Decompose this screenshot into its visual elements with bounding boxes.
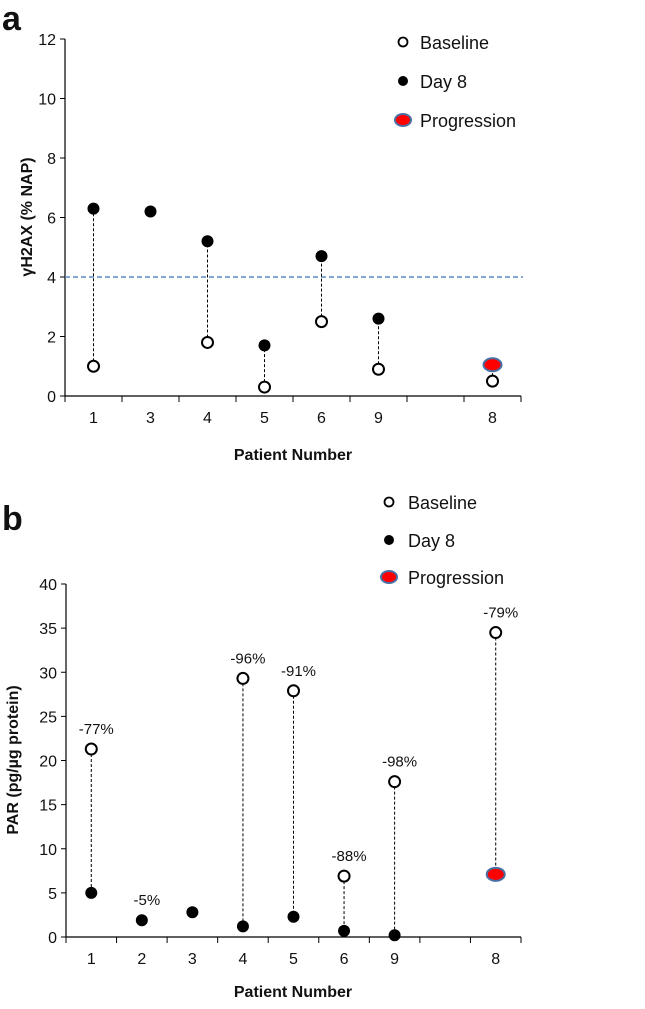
legend-label: Baseline	[408, 493, 477, 513]
x-tick-label: 1	[89, 410, 98, 427]
day8-point	[85, 886, 98, 899]
day8-point	[201, 235, 214, 248]
y-tick-label: 12	[38, 32, 56, 49]
baseline-point	[84, 742, 98, 756]
y-tick-label: 30	[39, 665, 57, 682]
y-tick-label: 10	[39, 842, 57, 859]
x-tick-label: 1	[87, 951, 96, 968]
legend-baseline-marker	[397, 36, 409, 48]
day8-point	[338, 924, 351, 937]
y-tick-label: 5	[48, 886, 57, 903]
day8-point	[258, 339, 271, 352]
baseline-point	[337, 869, 351, 883]
baseline-point	[287, 684, 300, 698]
x-tick-label: 9	[374, 410, 383, 427]
percent-change-label: -79%	[483, 605, 518, 622]
day8-point	[186, 906, 199, 919]
progression-point	[485, 866, 506, 882]
y-tick-label: 0	[47, 389, 56, 406]
baseline-point	[236, 671, 250, 685]
x-tick-label: 4	[203, 410, 212, 427]
legend-progression-marker	[394, 113, 412, 127]
y-tick-label: 25	[39, 709, 57, 726]
day8-point	[372, 312, 385, 325]
baseline-point	[258, 380, 271, 394]
panel-label: b	[2, 500, 23, 538]
y-tick-label: 40	[39, 577, 57, 594]
y-tick-label: 6	[47, 211, 56, 228]
y-tick-label: 8	[47, 151, 56, 168]
x-axis-label: Patient Number	[234, 447, 352, 464]
progression-point	[482, 357, 503, 373]
legend-label: Progression	[408, 568, 504, 588]
baseline-point	[315, 315, 328, 329]
y-tick-label: 15	[39, 798, 57, 815]
x-tick-label: 5	[260, 410, 269, 427]
baseline-point	[201, 335, 214, 349]
y-tick-label: 2	[47, 330, 56, 347]
y-tick-label: 0	[48, 930, 57, 947]
day8-point	[87, 202, 100, 215]
day8-point	[287, 910, 300, 923]
legend-day8-marker	[398, 76, 408, 86]
x-axis-label: Patient Number	[234, 984, 352, 1001]
baseline-point	[388, 775, 402, 789]
baseline-point	[486, 374, 499, 388]
baseline-point	[372, 362, 385, 376]
baseline-point	[489, 626, 503, 640]
day8-point	[144, 205, 157, 218]
legend-progression-marker	[380, 570, 398, 584]
baseline-point	[87, 359, 100, 373]
x-tick-label: 5	[289, 951, 298, 968]
legend-label: Day 8	[408, 531, 455, 551]
percent-change-label: -91%	[281, 663, 316, 680]
day8-point	[388, 929, 401, 942]
x-tick-label: 3	[188, 951, 197, 968]
day8-point	[315, 250, 328, 263]
day8-point	[135, 914, 148, 927]
legend-label: Baseline	[420, 33, 489, 53]
x-tick-label: 3	[146, 410, 155, 427]
y-tick-label: 20	[39, 754, 57, 771]
x-tick-label: 8	[491, 951, 500, 968]
percent-change-label: -96%	[230, 650, 265, 667]
x-tick-label: 2	[137, 951, 146, 968]
legend-day8-marker	[384, 535, 394, 545]
x-tick-label: 8	[488, 410, 497, 427]
y-tick-label: 10	[38, 92, 56, 109]
legend-baseline-marker	[383, 496, 395, 508]
y-tick-label: 35	[39, 621, 57, 638]
percent-change-label: -5%	[133, 892, 160, 909]
legend-label: Day 8	[420, 72, 467, 92]
percent-change-label: -98%	[382, 754, 417, 771]
panel-label: a	[2, 0, 22, 38]
x-tick-label: 9	[390, 951, 399, 968]
legend-label: Progression	[420, 111, 516, 131]
y-tick-label: 4	[47, 270, 56, 287]
x-tick-label: 6	[317, 410, 326, 427]
day8-point	[236, 920, 249, 933]
percent-change-label: -77%	[79, 721, 114, 738]
y-axis-label: PAR (pg/µg protein)	[5, 685, 22, 834]
percent-change-label: -88%	[332, 848, 367, 865]
y-axis-label: γH2AX (% NAP)	[19, 157, 36, 276]
x-tick-label: 4	[238, 951, 247, 968]
x-tick-label: 6	[340, 951, 349, 968]
